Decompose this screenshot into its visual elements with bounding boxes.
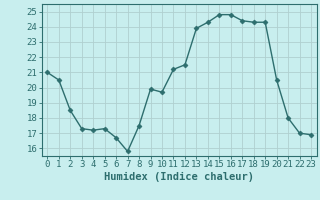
X-axis label: Humidex (Indice chaleur): Humidex (Indice chaleur) [104,172,254,182]
